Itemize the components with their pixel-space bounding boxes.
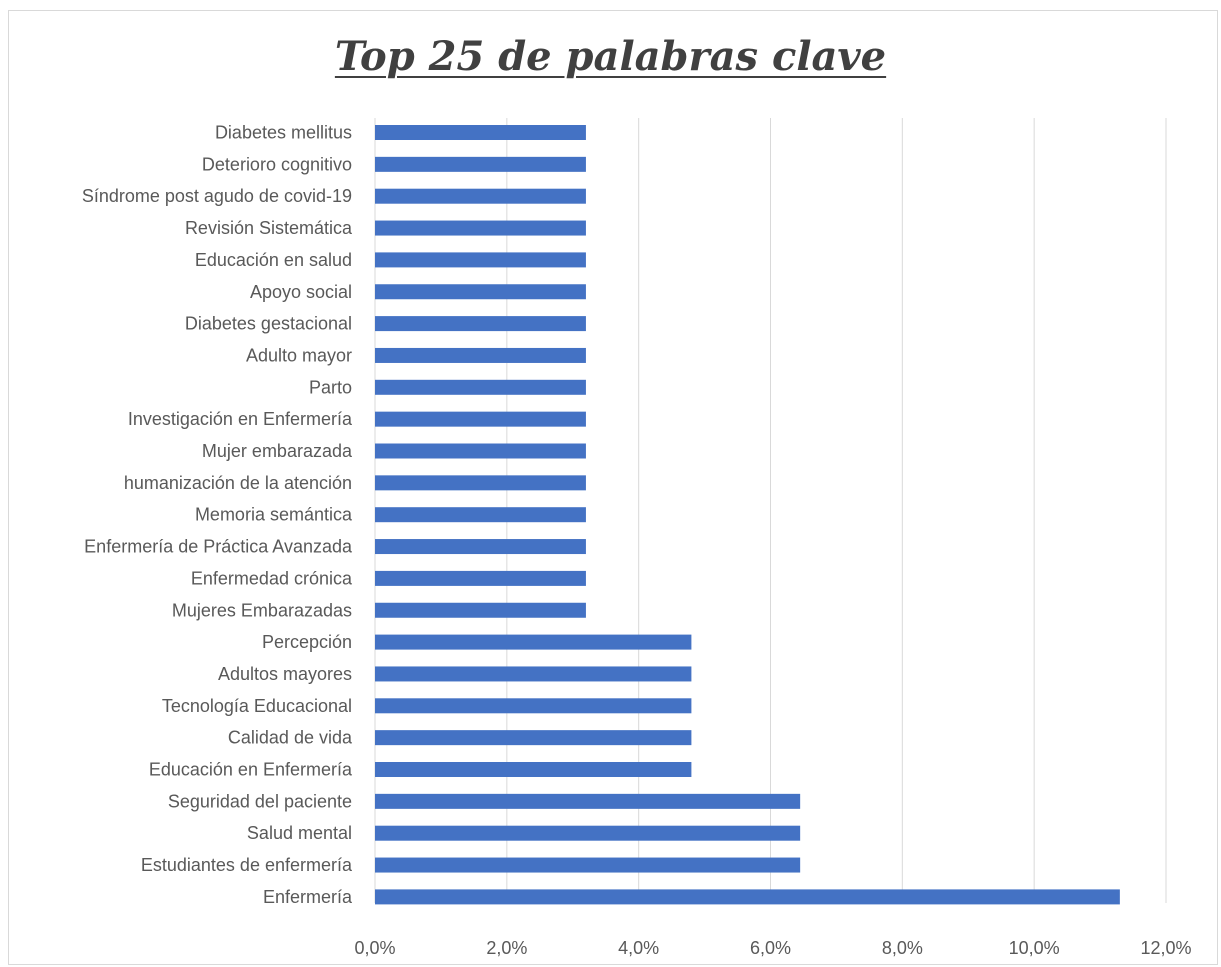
- bar: [375, 125, 586, 140]
- x-tick-label: 4,0%: [618, 938, 659, 958]
- category-label: Adulto mayor: [246, 345, 352, 365]
- bar: [375, 156, 586, 172]
- bar: [375, 284, 586, 300]
- bar: [375, 475, 586, 491]
- bar: [375, 252, 586, 268]
- bar: [375, 379, 586, 395]
- bar: [375, 634, 692, 650]
- x-axis-tick-labels: 0,0% 2,0% 4,0% 6,0% 8,0% 10,0% 12,0%: [354, 938, 1191, 958]
- category-label: Apoyo social: [250, 282, 352, 302]
- chart-title: Top 25 de palabras clave: [334, 33, 887, 80]
- category-label: Enfermería: [263, 887, 353, 907]
- x-tick-label: 6,0%: [750, 938, 791, 958]
- category-label: Salud mental: [247, 823, 352, 843]
- bar: [375, 825, 801, 841]
- bar: [375, 793, 801, 809]
- category-label: Síndrome post agudo de covid-19: [82, 186, 352, 206]
- category-label: Investigación en Enfermería: [128, 409, 353, 429]
- bar: [375, 443, 586, 459]
- bar: [375, 762, 692, 777]
- category-label: Mujer embarazada: [202, 441, 353, 461]
- category-label: Diabetes gestacional: [185, 314, 352, 334]
- bar: [375, 411, 586, 427]
- category-label: Educación en Enfermería: [149, 760, 353, 780]
- category-label: Enfermedad crónica: [191, 568, 353, 588]
- category-labels: Diabetes mellitus Deterioro cognitivo Sínd…: [82, 123, 353, 907]
- bar: [375, 570, 586, 586]
- category-label: Parto: [309, 377, 352, 397]
- category-label: Estudiantes de enfermería: [141, 855, 353, 875]
- bar: [375, 602, 586, 618]
- x-tick-label: 2,0%: [486, 938, 527, 958]
- category-label: Adultos mayores: [218, 664, 352, 684]
- category-label: Deterioro cognitivo: [202, 154, 352, 174]
- category-label: Diabetes mellitus: [215, 123, 352, 143]
- bar: [375, 316, 586, 332]
- category-label: humanización de la atención: [124, 473, 352, 493]
- category-label: Percepción: [262, 632, 352, 652]
- category-label: Calidad de vida: [228, 728, 353, 748]
- x-tick-label: 10,0%: [1009, 938, 1060, 958]
- x-tick-label: 0,0%: [354, 938, 395, 958]
- x-tick-label: 8,0%: [882, 938, 923, 958]
- category-label: Revisión Sistemática: [185, 218, 353, 238]
- bar: [375, 539, 586, 555]
- x-tick-label: 12,0%: [1140, 938, 1191, 958]
- bar: [375, 889, 1120, 905]
- category-label: Enfermería de Práctica Avanzada: [84, 537, 353, 557]
- category-label: Memoria semántica: [195, 505, 353, 525]
- bar: [375, 220, 586, 236]
- bar: [375, 730, 692, 746]
- bar: [375, 347, 586, 363]
- category-label: Tecnología Educacional: [162, 696, 352, 716]
- bars: [375, 125, 1120, 905]
- bar: [375, 666, 692, 682]
- bar: [375, 857, 801, 873]
- bar: [375, 507, 586, 523]
- category-label: Mujeres Embarazadas: [172, 600, 352, 620]
- category-label: Educación en salud: [195, 250, 352, 270]
- bar: [375, 188, 586, 204]
- bar: [375, 698, 692, 714]
- category-label: Seguridad del paciente: [168, 791, 352, 811]
